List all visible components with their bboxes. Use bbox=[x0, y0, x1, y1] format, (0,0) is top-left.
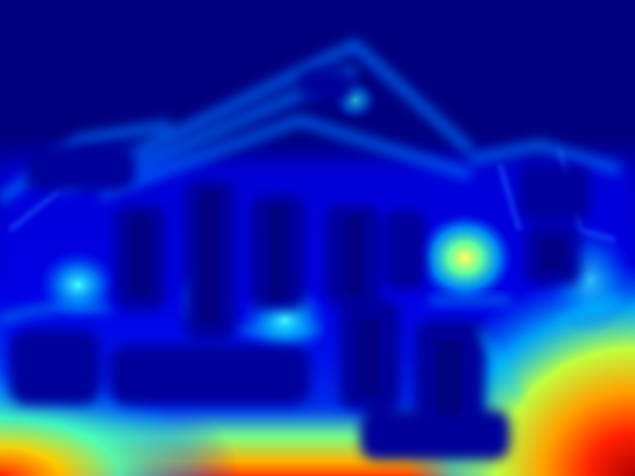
cyan-ridges bbox=[0, 297, 621, 402]
dark-cores bbox=[130, 190, 565, 415]
ridge-spot-yellow bbox=[417, 214, 513, 302]
ridge-spot-left bbox=[38, 250, 118, 320]
